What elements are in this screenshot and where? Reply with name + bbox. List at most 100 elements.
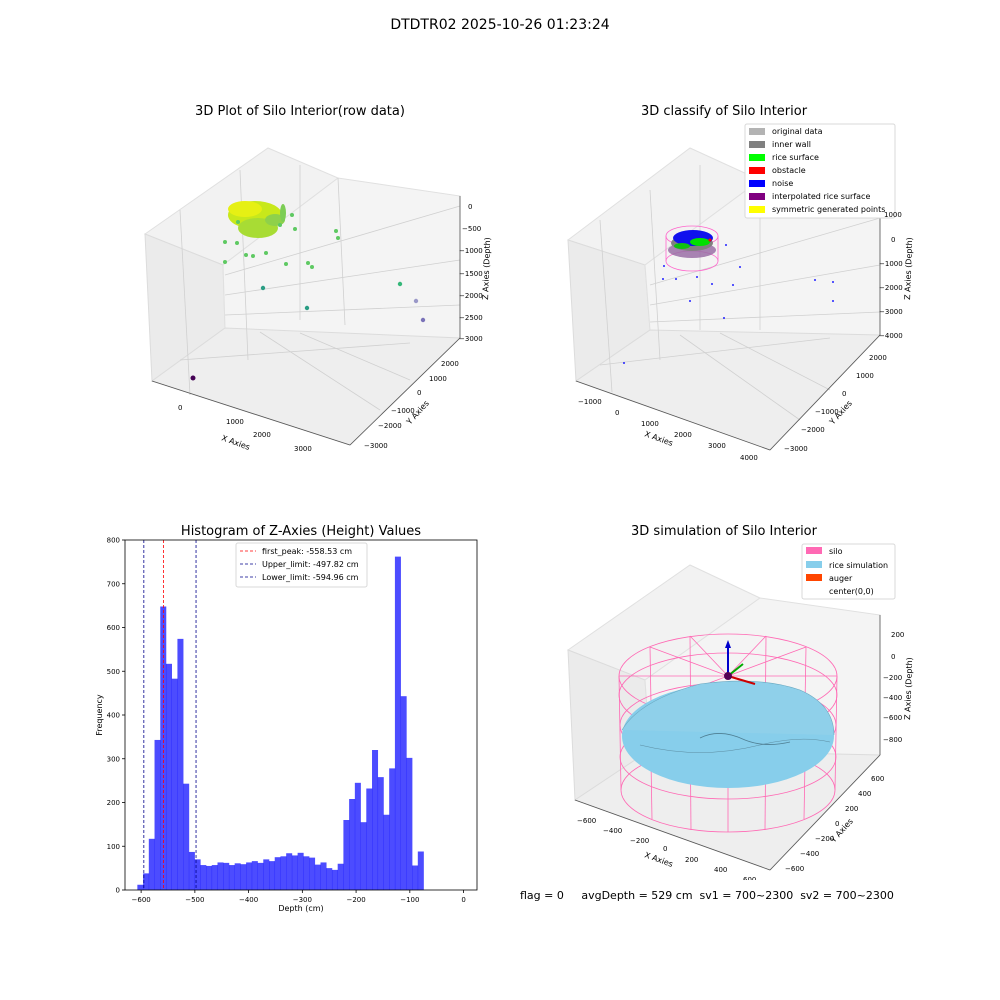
classify-z-ticks: 1000 0 −1000 −2000 −3000 −4000 [879, 211, 903, 340]
svg-text:3000: 3000 [708, 442, 726, 450]
raw-x-ticks: 0 1000 2000 3000 [178, 404, 312, 453]
histogram-bar [314, 864, 321, 890]
simulation-y-axis-line [769, 754, 881, 871]
histogram-bars [137, 556, 424, 890]
histogram-y-tick-label: 800 [107, 537, 120, 545]
raw-point [190, 375, 196, 381]
histogram-x-tick-label: −300 [293, 896, 312, 904]
histogram-bar [343, 820, 350, 890]
simulation-z-ticks: 200 0 −200 −400 −600 −800 [883, 631, 904, 744]
classify-grid [599, 165, 881, 421]
histogram-bar [143, 873, 150, 890]
svg-text:−1000: −1000 [879, 260, 903, 268]
svg-text:600: 600 [743, 876, 756, 880]
histogram-bar [217, 862, 224, 890]
svg-text:−1000: −1000 [815, 408, 839, 416]
histogram-y-tick-label: 200 [107, 799, 120, 807]
histogram-bar [297, 852, 304, 890]
histogram-bar [183, 783, 190, 890]
simulation-rice-surface [621, 680, 835, 788]
histogram-bar [200, 865, 207, 890]
svg-text:−2000: −2000 [459, 292, 483, 300]
histogram-bar [211, 865, 218, 890]
svg-text:−600: −600 [883, 714, 902, 722]
histogram-bar [389, 768, 396, 890]
histogram-bar [240, 864, 247, 890]
histogram-bar [223, 862, 230, 890]
histogram-bar [228, 865, 235, 890]
svg-text:−800: −800 [883, 736, 902, 744]
svg-text:−3000: −3000 [364, 442, 388, 450]
histogram-y-tick-label: 500 [107, 668, 120, 676]
classify-x-ticks: −1000 0 1000 2000 3000 4000 [578, 398, 758, 460]
svg-text:2000: 2000 [869, 354, 887, 362]
svg-text:0: 0 [615, 409, 619, 417]
histogram-legend-label: Lower_limit: -594.96 cm [262, 573, 359, 582]
svg-text:−1000: −1000 [578, 398, 602, 406]
classify-y-axis-line [769, 334, 881, 451]
histogram-bar [234, 863, 241, 890]
raw-point [413, 298, 419, 304]
svg-text:200: 200 [685, 856, 698, 864]
svg-text:−2500: −2500 [459, 314, 483, 322]
histogram-x-ticks: −600 −500 −400 −300 −200 −100 0 [132, 890, 466, 904]
histogram-bar [286, 853, 293, 890]
histogram-x-tick-label: −600 [132, 896, 151, 904]
classify-noise-points [623, 244, 834, 364]
histogram-bar [268, 861, 276, 890]
svg-text:0: 0 [468, 203, 472, 211]
legend-obstacle: obstacle [772, 166, 806, 175]
raw-rice-blob [228, 201, 286, 238]
histogram-marker-lines [143, 540, 197, 890]
status-footer: flag = 0 avgDepth = 529 cm sv1 = 700~230… [520, 889, 894, 902]
svg-text:200: 200 [845, 805, 858, 813]
classify-legend: original data inner wall rice surface ob… [744, 123, 896, 219]
histogram-x-label: Depth (cm) [278, 904, 323, 913]
svg-text:−3000: −3000 [459, 335, 483, 343]
svg-text:1000: 1000 [429, 375, 447, 383]
histogram-y-tick-label: 400 [107, 712, 120, 720]
histogram-bar [394, 556, 401, 890]
histogram-bar [257, 862, 264, 890]
histogram-bar [354, 782, 361, 890]
legend-silo: silo [829, 547, 843, 556]
histogram-bar [246, 862, 253, 890]
svg-text:0: 0 [178, 404, 182, 412]
raw-y-ticks: 2000 1000 0 −1000 −2000 −3000 [364, 360, 459, 450]
histogram-y-ticks: 0 100 200 300 400 500 600 700 800 [107, 537, 125, 895]
classify-plot-title: 3D classify of Silo Interior [640, 104, 808, 119]
svg-text:0: 0 [891, 236, 895, 244]
raw-point [304, 305, 310, 311]
raw-3d-plot: 0 1000 2000 3000 2000 1000 0 −1000 −2000… [143, 147, 492, 453]
legend-noise: noise [772, 179, 793, 188]
svg-text:−600: −600 [785, 865, 804, 873]
histogram-legend-label: first_peak: -558.53 cm [262, 547, 352, 556]
histogram-y-tick-label: 700 [107, 580, 120, 588]
raw-point [420, 317, 426, 323]
svg-text:−400: −400 [603, 827, 622, 835]
svg-text:−3000: −3000 [879, 308, 903, 316]
svg-text:−1500: −1500 [459, 270, 483, 278]
svg-text:0: 0 [663, 845, 667, 853]
legend-rice-surface: rice surface [772, 153, 819, 162]
svg-text:−400: −400 [883, 694, 902, 702]
histogram-legend: first_peak: -558.53 cm Upper_limit: -497.… [235, 542, 368, 588]
histogram-bar [303, 856, 310, 890]
simulation-x-ticks: −600 −400 −200 0 200 400 600 [577, 817, 756, 880]
svg-text:3000: 3000 [294, 445, 312, 453]
classify-y-ticks: 2000 1000 0 −1000 −2000 −3000 [784, 354, 887, 453]
histogram-x-tick-label: 0 [461, 896, 465, 904]
histogram-bar [372, 750, 379, 890]
histogram-legend-label: Upper_limit: -497.82 cm [262, 560, 359, 569]
simulation-center-axes [724, 640, 756, 685]
histogram-chart: −600 −500 −400 −300 −200 −100 0 0 100 200 300 400 5… [95, 537, 478, 913]
svg-text:1000: 1000 [856, 372, 874, 380]
legend-inner-wall: inner wall [772, 140, 811, 149]
raw-z-ticks: 0 −500 −1000 −1500 −2000 −2500 −3000 [459, 203, 483, 343]
histogram-bar [177, 638, 184, 890]
svg-text:600: 600 [871, 775, 884, 783]
svg-text:400: 400 [714, 866, 727, 874]
histogram-x-tick-label: −100 [400, 896, 419, 904]
legend-center: center(0,0) [829, 587, 874, 596]
histogram-bar [400, 696, 407, 890]
